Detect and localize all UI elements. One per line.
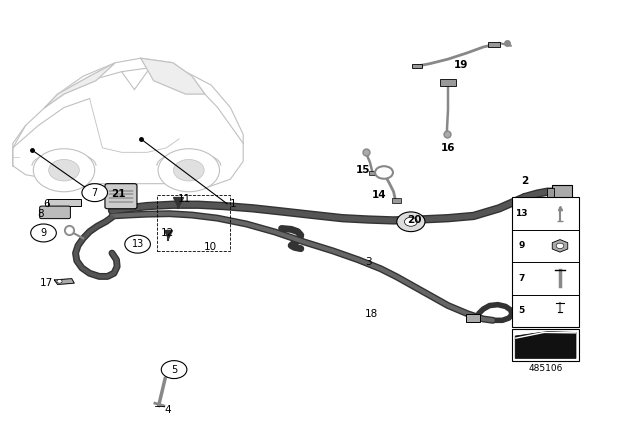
Circle shape <box>57 280 62 283</box>
Circle shape <box>404 217 417 226</box>
Polygon shape <box>45 63 115 108</box>
Bar <box>466 314 480 322</box>
Text: 7: 7 <box>92 188 98 198</box>
Text: 5: 5 <box>171 365 177 375</box>
Polygon shape <box>515 332 576 358</box>
Text: 21: 21 <box>111 189 125 199</box>
Text: 18: 18 <box>365 310 378 319</box>
Bar <box>512 197 579 327</box>
Polygon shape <box>54 279 74 284</box>
Circle shape <box>375 166 393 179</box>
Bar <box>488 42 500 47</box>
Text: 4: 4 <box>164 405 171 415</box>
Text: 13: 13 <box>131 239 144 249</box>
Circle shape <box>556 243 564 249</box>
Circle shape <box>33 149 95 192</box>
Circle shape <box>31 224 56 242</box>
Bar <box>547 188 554 199</box>
Bar <box>157 195 230 251</box>
Text: 16: 16 <box>441 143 455 153</box>
Text: 17: 17 <box>40 278 53 288</box>
Text: 3: 3 <box>365 257 371 267</box>
Text: 20: 20 <box>408 215 422 224</box>
Text: 19: 19 <box>454 60 468 70</box>
Text: 5: 5 <box>518 306 525 315</box>
Polygon shape <box>13 67 243 188</box>
Circle shape <box>49 159 79 181</box>
Text: 10: 10 <box>204 242 216 252</box>
FancyBboxPatch shape <box>105 184 137 209</box>
Bar <box>440 79 456 86</box>
Circle shape <box>82 184 108 202</box>
Circle shape <box>397 212 425 232</box>
Circle shape <box>161 361 187 379</box>
Text: 7: 7 <box>518 274 525 283</box>
Bar <box>48 199 81 206</box>
Text: 6: 6 <box>44 199 50 209</box>
Text: 8: 8 <box>37 209 44 219</box>
Text: 2: 2 <box>521 177 529 186</box>
Circle shape <box>173 159 204 181</box>
Text: 11: 11 <box>178 194 191 204</box>
Bar <box>412 64 422 68</box>
Circle shape <box>125 235 150 253</box>
Text: 9: 9 <box>40 228 47 238</box>
Text: 15: 15 <box>356 165 371 175</box>
Text: 9: 9 <box>518 241 525 250</box>
Text: 14: 14 <box>372 190 386 200</box>
Text: 12: 12 <box>161 228 174 238</box>
Bar <box>512 329 579 361</box>
Text: 485106: 485106 <box>529 364 563 373</box>
Bar <box>369 171 377 175</box>
Polygon shape <box>141 58 205 94</box>
Circle shape <box>158 149 220 192</box>
Bar <box>392 198 401 203</box>
Text: 13: 13 <box>515 209 528 218</box>
FancyBboxPatch shape <box>40 206 70 219</box>
Bar <box>552 185 572 202</box>
Text: 1: 1 <box>230 199 237 209</box>
